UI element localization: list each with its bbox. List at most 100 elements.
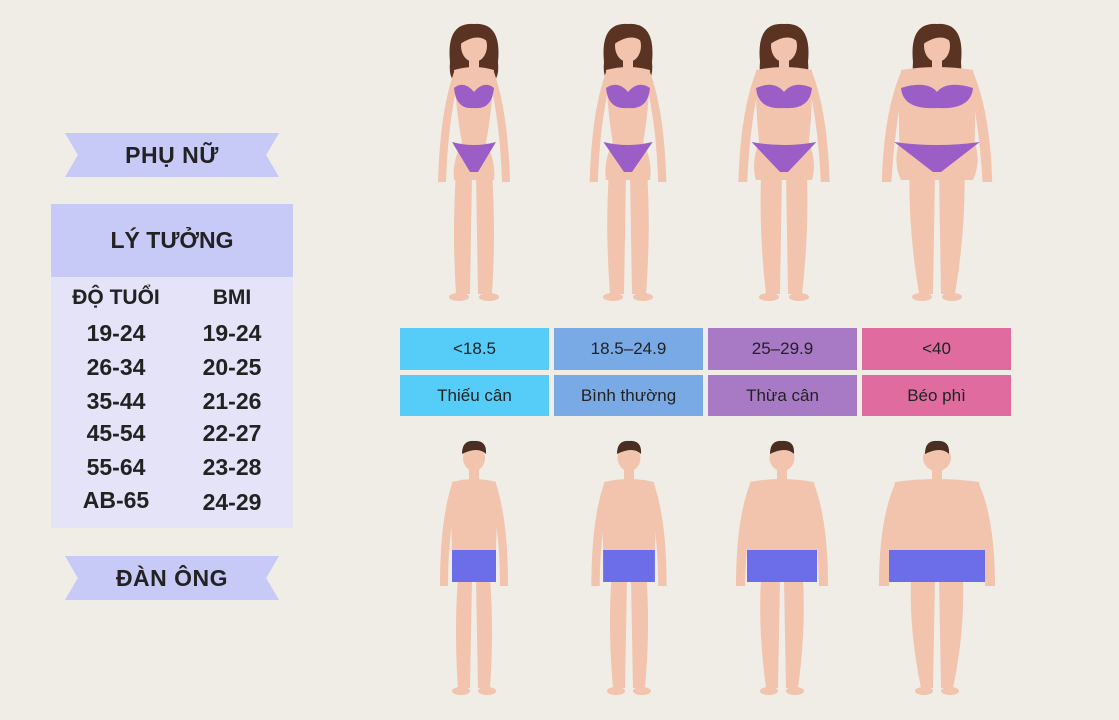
hair-fringe <box>923 27 951 44</box>
table-cell-bmi: 24-29 <box>202 489 262 515</box>
table-cell-bmi: 22-27 <box>202 420 262 446</box>
hair <box>462 440 487 454</box>
table-cell-age: AB-65 <box>82 487 150 513</box>
left-leg <box>454 172 472 294</box>
left-arm <box>438 72 458 182</box>
table-cell-age: 19-24 <box>86 320 146 346</box>
shorts <box>603 550 655 582</box>
left-leg <box>456 578 472 688</box>
neck <box>623 56 633 72</box>
left-leg <box>760 172 782 294</box>
table-cell-bmi: 20-25 <box>202 354 262 380</box>
women-label: PHỤ NỮ <box>65 133 279 177</box>
left-foot <box>607 687 625 695</box>
label-obese: Béo phì <box>862 375 1011 416</box>
ideal-bmi-table: LÝ TƯỞNG ĐỘ TUỔI BMI 19-24 19-24 26-34 2… <box>51 204 293 528</box>
neck <box>779 56 789 72</box>
neck <box>469 466 479 484</box>
neck <box>777 466 787 484</box>
table-cell-age: 26-34 <box>86 354 146 380</box>
hair-fringe <box>460 27 488 44</box>
shorts <box>889 550 985 582</box>
right-foot <box>786 687 804 695</box>
right-arm <box>490 72 510 182</box>
left-foot <box>760 687 778 695</box>
left-leg <box>760 578 780 688</box>
left-arm <box>881 72 905 182</box>
men-label: ĐÀN ÔNG <box>65 556 279 600</box>
right-leg <box>784 578 804 688</box>
left-foot <box>912 293 932 301</box>
right-foot <box>633 293 653 301</box>
right-leg <box>939 578 964 688</box>
neck <box>624 466 634 484</box>
table-cell-bmi: 21-26 <box>202 388 262 414</box>
label-overweight: Thừa cân <box>708 375 857 416</box>
neck <box>932 56 942 72</box>
hair <box>770 440 795 454</box>
label-normal: Bình thường <box>554 375 703 416</box>
right-foot <box>941 687 959 695</box>
hair-fringe <box>614 27 642 44</box>
table-cell-age: 55-64 <box>86 454 146 480</box>
left-arm <box>589 72 610 182</box>
left-foot <box>915 687 933 695</box>
table-cell-bmi: 19-24 <box>202 320 262 346</box>
right-foot <box>478 687 496 695</box>
right-foot <box>942 293 962 301</box>
right-leg <box>939 172 965 294</box>
left-foot <box>449 293 469 301</box>
right-leg <box>476 172 494 294</box>
range-normal: 18.5–24.9 <box>554 328 703 370</box>
right-foot <box>789 293 809 301</box>
right-leg <box>631 578 649 688</box>
hair <box>925 440 950 454</box>
shorts <box>452 550 496 582</box>
range-underweight: <18.5 <box>400 328 549 370</box>
bikini-bottom <box>603 142 653 172</box>
bikini-top <box>901 84 973 109</box>
left-leg <box>910 578 935 688</box>
neck <box>469 56 479 72</box>
male-figure-overweight <box>736 440 828 695</box>
left-leg <box>607 172 626 294</box>
bikini-top <box>756 84 812 109</box>
hair <box>617 440 642 454</box>
shorts <box>747 550 817 582</box>
male-figure-underweight <box>440 440 508 695</box>
table-title: LÝ TƯỞNG <box>51 204 293 277</box>
female-figure-normal <box>589 23 667 301</box>
left-foot <box>603 293 623 301</box>
hair-fringe <box>770 27 798 44</box>
right-foot <box>479 293 499 301</box>
bikini-top <box>454 84 494 109</box>
female-figure-underweight <box>438 23 510 301</box>
left-leg <box>609 578 627 688</box>
right-arm <box>969 72 993 182</box>
bikini-bottom <box>894 142 980 172</box>
right-leg <box>630 172 649 294</box>
right-leg <box>476 578 492 688</box>
right-arm <box>808 72 830 182</box>
left-leg <box>909 172 935 294</box>
face <box>463 445 485 471</box>
range-overweight: 25–29.9 <box>708 328 857 370</box>
right-leg <box>786 172 808 294</box>
bikini-bottom <box>751 142 817 172</box>
table-cell-age: 45-54 <box>86 420 146 446</box>
bikini-bottom <box>452 142 496 172</box>
right-arm <box>646 72 667 182</box>
male-figure-obese <box>879 440 995 695</box>
left-foot <box>452 687 470 695</box>
range-obese: <40 <box>862 328 1011 370</box>
bikini-top <box>606 84 650 109</box>
label-underweight: Thiếu cân <box>400 375 549 416</box>
female-figure-overweight <box>738 23 830 301</box>
face <box>617 445 641 471</box>
female-figure-obese <box>881 23 993 301</box>
table-cell-bmi: 23-28 <box>202 454 262 480</box>
neck <box>932 466 942 484</box>
table-cell-age: 35-44 <box>86 388 146 414</box>
left-arm <box>738 72 760 182</box>
male-figure-normal <box>591 440 667 695</box>
